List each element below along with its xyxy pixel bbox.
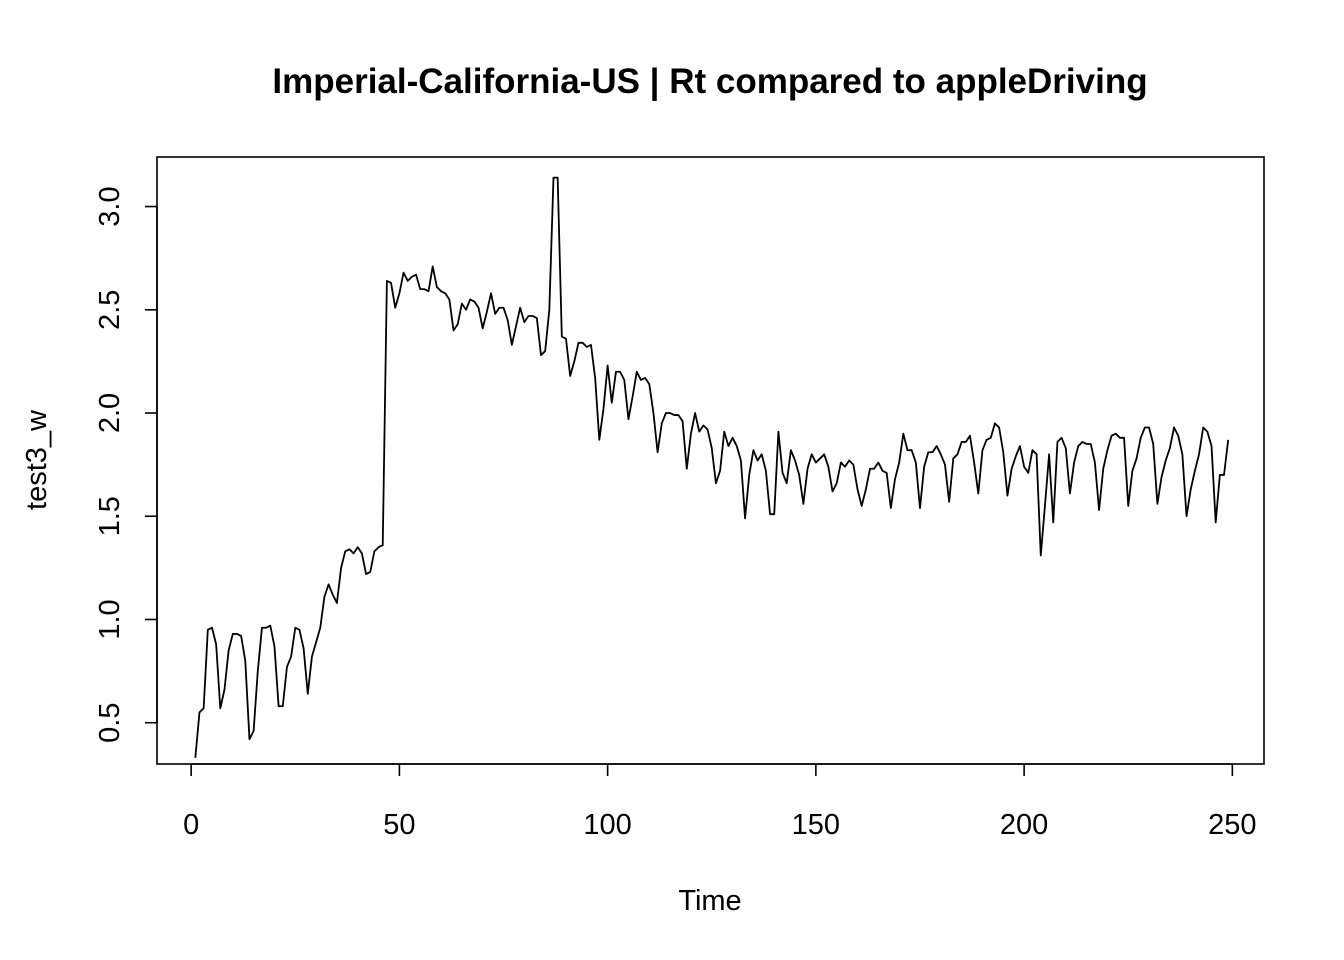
y-tick-label: 3.0 bbox=[94, 186, 126, 226]
x-tick-label: 100 bbox=[583, 809, 631, 841]
x-axis-label: Time bbox=[678, 885, 741, 917]
x-tick-label: 250 bbox=[1208, 809, 1256, 841]
y-tick-label: 0.5 bbox=[94, 703, 126, 743]
y-tick-label: 2.5 bbox=[94, 290, 126, 330]
series-line bbox=[194, 176, 1230, 758]
y-tick-label: 1.5 bbox=[94, 496, 126, 536]
x-tick-label: 0 bbox=[183, 809, 199, 841]
x-axis: 0 50 100 150 200 250 bbox=[183, 763, 1257, 841]
y-axis-label: test3_w bbox=[21, 409, 53, 510]
plot-frame bbox=[156, 156, 1265, 765]
y-tick-label: 2.0 bbox=[94, 393, 126, 433]
y-axis: 0.5 1.0 1.5 2.0 2.5 3.0 bbox=[94, 186, 158, 743]
x-tick-label: 150 bbox=[792, 809, 840, 841]
x-tick-label: 50 bbox=[383, 809, 415, 841]
y-tick-label: 1.0 bbox=[94, 599, 126, 639]
chart-title: Imperial-California-US | Rt compared to … bbox=[272, 62, 1147, 101]
x-tick-label: 200 bbox=[1000, 809, 1048, 841]
